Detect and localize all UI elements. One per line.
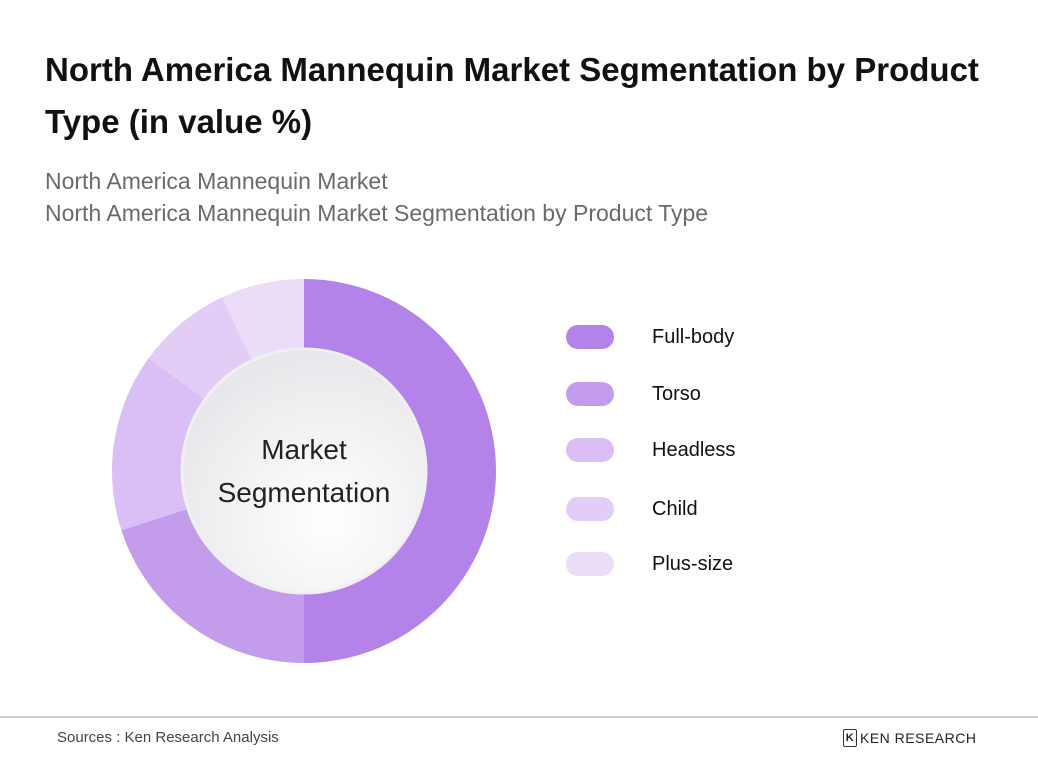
legend-label: Child (652, 497, 698, 520)
footer-divider (0, 716, 1038, 718)
legend-swatch (566, 382, 614, 406)
donut-center (180, 347, 428, 595)
legend-swatch (566, 438, 614, 462)
legend-item-headless: Headless (566, 437, 735, 463)
legend-label: Headless (652, 438, 736, 461)
legend-label: Full-body (652, 325, 735, 348)
legend-item-child: Child (566, 496, 698, 522)
legend-item-full-body: Full-body (566, 324, 734, 350)
legend-label: Plus-size (652, 552, 734, 575)
logo-text: KEN RESEARCH (860, 730, 977, 746)
legend-swatch (566, 325, 614, 349)
subtitle-2: North America Mannequin Market Segmentat… (45, 200, 709, 226)
ken-research-logo: K KEN RESEARCH (843, 729, 976, 747)
source-note: Sources : Ken Research Analysis (57, 729, 279, 746)
chart-title: North America Mannequin Market Segmentat… (45, 51, 979, 140)
legend-swatch (566, 552, 614, 576)
legend-item-plus-size: Plus-size (566, 551, 733, 577)
center-label: Market Segmentation (217, 434, 391, 508)
legend-label: Torso (652, 382, 701, 405)
logo-k-icon: K (843, 729, 857, 747)
legend-item-torso: Torso (566, 381, 701, 407)
legend-swatch (566, 497, 614, 521)
subtitle-1: North America Mannequin Market (45, 168, 388, 194)
